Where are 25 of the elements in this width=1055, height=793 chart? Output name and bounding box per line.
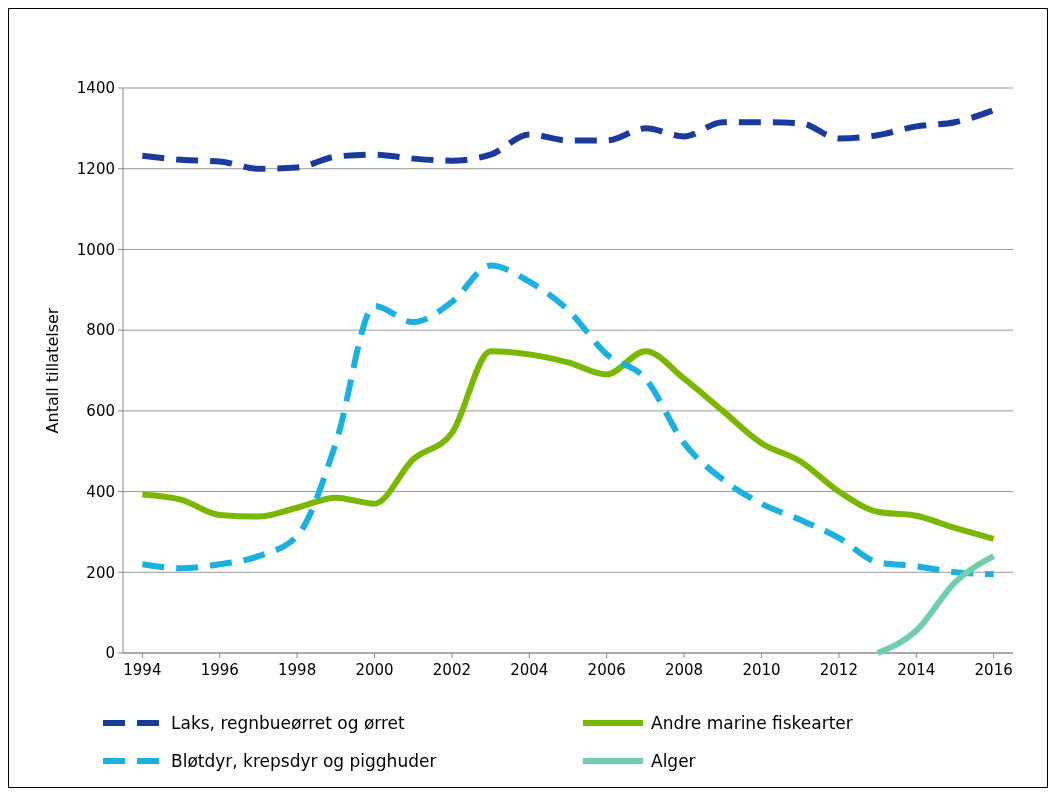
legend-label: Alger [651,750,696,771]
y-tick-label: 1400 [76,79,115,98]
y-tick-label: 0 [105,644,115,663]
y-tick-label: 1200 [76,159,115,178]
x-tick-label: 2016 [974,661,1013,679]
x-tick-label: 1994 [123,661,162,679]
x-tick-label: 1998 [278,661,317,679]
legend-label: Bløtdyr, krepsdyr og pigghuder [171,750,437,771]
legend-label: Laks, regnbueørret og ørret [171,712,406,733]
y-tick-label: 200 [86,563,115,582]
x-tick-label: 2000 [355,661,394,679]
x-tick-label: 2008 [664,661,704,679]
y-axis-title: Antall tillatelser [43,307,62,434]
x-tick-label: 1996 [200,661,239,679]
x-tick-label: 2012 [819,661,858,679]
y-tick-label: 800 [86,321,115,340]
x-tick-label: 2014 [897,661,936,679]
x-tick-label: 2002 [432,661,472,679]
legend-label: Andre marine fiskearter [651,712,853,733]
y-tick-label: 400 [86,482,115,501]
y-tick-label: 600 [86,402,115,421]
x-tick-label: 2004 [510,661,549,679]
x-tick-label: 2006 [587,661,626,679]
y-tick-label: 1000 [76,240,115,259]
x-tick-label: 2010 [742,661,781,679]
